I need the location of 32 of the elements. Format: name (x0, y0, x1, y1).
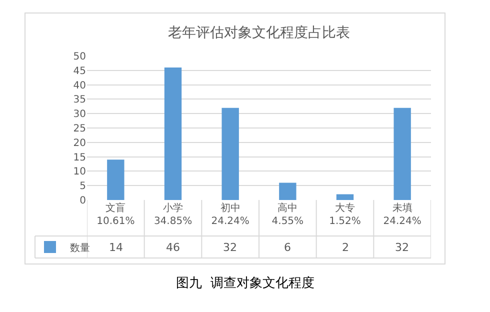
bar (107, 160, 124, 200)
y-tick-label: 20 (73, 138, 86, 149)
data-label: 32 (395, 241, 409, 254)
y-tick-label: 30 (73, 109, 86, 120)
bar (222, 108, 239, 200)
x-tick-label: 初中 24.24% (211, 202, 250, 227)
y-tick-label: 45 (73, 66, 86, 77)
y-tick-label: 50 (73, 52, 86, 62)
y-tick-label: 5 (80, 181, 86, 192)
x-tick-label: 大专 1.52% (329, 202, 361, 227)
bar (394, 108, 411, 200)
data-label: 14 (109, 241, 123, 254)
bar (336, 194, 354, 200)
data-label: 46 (166, 241, 180, 254)
data-label: 2 (342, 241, 349, 254)
bar (164, 68, 182, 200)
text: 图九 调查对象文化程度 (176, 275, 314, 291)
legend-label: 数量 (70, 242, 90, 254)
bar (279, 182, 296, 200)
chart-title: 老年评估对象文化程度占比表 (168, 24, 350, 41)
y-tick-label: 10 (73, 166, 86, 178)
y-tick-label: 0 (80, 196, 86, 206)
y-tick-label: 40 (73, 80, 86, 92)
x-tick-label: 文盲 10.61% (96, 202, 135, 227)
x-tick-label: 小学 34.85% (154, 202, 192, 227)
y-tick-label: 15 (73, 152, 86, 164)
x-tick-label: 高中 4.55% (272, 202, 304, 227)
y-tick-label: 35 (73, 94, 86, 106)
y-tick-label: 25 (73, 124, 86, 134)
data-label: 32 (223, 241, 237, 254)
data-label: 6 (284, 241, 291, 254)
x-tick-label: 未填 24.24% (383, 202, 422, 227)
